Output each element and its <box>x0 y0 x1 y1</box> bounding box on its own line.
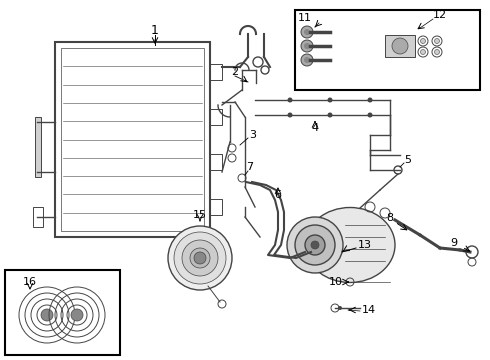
Circle shape <box>71 309 83 321</box>
Circle shape <box>182 240 218 276</box>
Circle shape <box>304 29 310 35</box>
Circle shape <box>420 50 425 54</box>
Bar <box>5 270 120 355</box>
Text: 8: 8 <box>387 213 393 223</box>
Circle shape <box>435 50 440 54</box>
Text: 1: 1 <box>151 23 159 36</box>
Text: 7: 7 <box>246 162 253 172</box>
Bar <box>35 117 41 177</box>
Circle shape <box>338 306 342 310</box>
Circle shape <box>435 39 440 44</box>
Bar <box>210 154 222 170</box>
Bar <box>210 109 222 125</box>
Circle shape <box>194 252 206 264</box>
Text: 2: 2 <box>231 67 239 77</box>
Text: 3: 3 <box>249 130 256 140</box>
Text: 5: 5 <box>405 155 412 165</box>
Text: 4: 4 <box>312 123 318 133</box>
Bar <box>61 48 204 231</box>
Bar <box>210 64 222 80</box>
Circle shape <box>327 113 333 117</box>
Circle shape <box>190 248 210 268</box>
Text: 9: 9 <box>450 238 458 248</box>
Circle shape <box>304 43 310 49</box>
Text: 13: 13 <box>358 240 372 250</box>
Circle shape <box>301 54 313 66</box>
Bar <box>295 10 480 90</box>
Circle shape <box>174 232 226 284</box>
Circle shape <box>392 38 408 54</box>
Circle shape <box>327 98 333 103</box>
Circle shape <box>368 113 372 117</box>
Ellipse shape <box>305 207 395 283</box>
Circle shape <box>288 113 293 117</box>
Text: 16: 16 <box>23 277 37 287</box>
Circle shape <box>301 40 313 52</box>
Circle shape <box>168 226 232 290</box>
Circle shape <box>420 39 425 44</box>
Bar <box>210 199 222 215</box>
Circle shape <box>305 235 325 255</box>
Text: 6: 6 <box>274 190 281 200</box>
Circle shape <box>311 241 319 249</box>
Bar <box>33 207 43 227</box>
Bar <box>385 35 415 57</box>
Circle shape <box>368 98 372 103</box>
Bar <box>55 42 210 237</box>
Circle shape <box>288 98 293 103</box>
Text: 14: 14 <box>362 305 376 315</box>
Circle shape <box>295 225 335 265</box>
Text: 11: 11 <box>298 13 312 23</box>
Circle shape <box>41 309 53 321</box>
Circle shape <box>304 57 310 63</box>
Text: 15: 15 <box>193 210 207 220</box>
Circle shape <box>287 217 343 273</box>
Circle shape <box>301 26 313 38</box>
Text: 10: 10 <box>329 277 343 287</box>
Text: 12: 12 <box>433 10 447 20</box>
